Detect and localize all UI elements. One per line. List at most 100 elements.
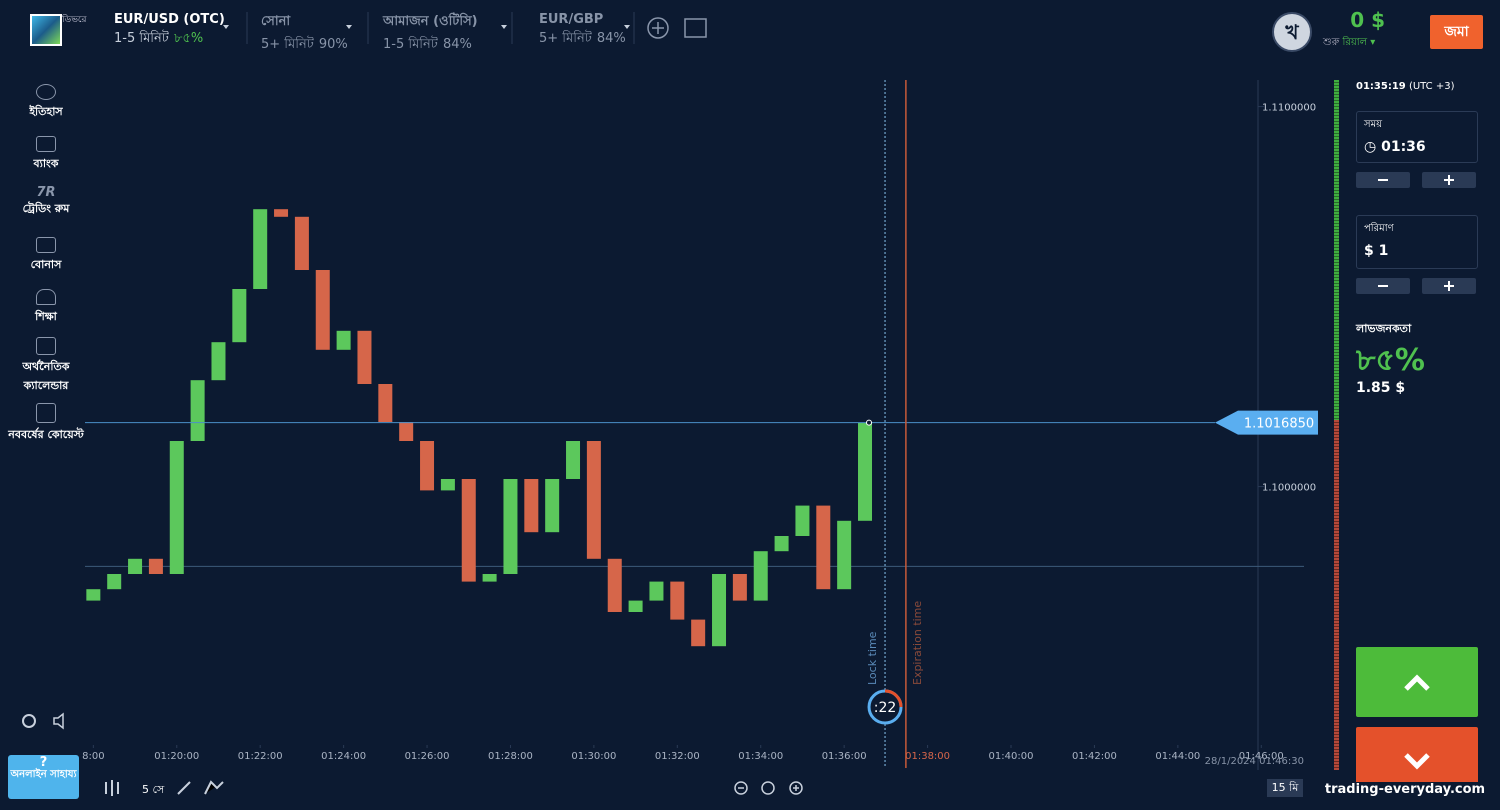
- price-label: 1.1016850: [1244, 417, 1314, 432]
- logo-text: ডিভরে: [62, 15, 87, 25]
- help-button[interactable]: ? অনলাইন সাহায্য: [8, 755, 79, 799]
- y-tick-label: 1.1000000: [1262, 483, 1316, 494]
- x-tick-label: 01:30:00: [571, 751, 616, 762]
- call-button[interactable]: [1356, 647, 1478, 717]
- asset-name: EUR/USD (OTC): [114, 12, 225, 27]
- candle: [691, 619, 706, 647]
- candle: [753, 551, 768, 601]
- chart: 1.1100000 1.1000000 8:00 01:20:00 01:22:00 01…: [82, 80, 1318, 770]
- asset-tab[interactable]: EUR/USD (OTC) 1-5 মিনিট ৮৫%: [114, 12, 225, 50]
- profit-percent: ৮৫%: [1356, 343, 1425, 378]
- watermark: trading-everyday.com: [1310, 782, 1500, 802]
- timer: :22: [874, 700, 897, 716]
- x-tick-label: 01:36:00: [822, 751, 867, 762]
- nav-item[interactable]: নববর্ষের কোয়েস্ট: [6, 403, 86, 445]
- nav-item[interactable]: অর্থনৈতিক ক্যালেন্ডার: [6, 337, 86, 396]
- zoom-tools[interactable]: [730, 777, 810, 799]
- candle: [128, 558, 143, 574]
- nav-label: ট্রেডিং রুম: [22, 202, 70, 215]
- x-tick-label: 01:22:00: [238, 751, 283, 762]
- x-tick-label: 01:42:00: [1072, 751, 1117, 762]
- chart-tools[interactable]: [100, 776, 230, 800]
- candle: [190, 380, 205, 441]
- lock-label: Lock time: [866, 631, 879, 685]
- amount-box[interactable]: পরিমাণ $ 1: [1356, 215, 1478, 269]
- y-tick-label: 1.1100000: [1262, 103, 1316, 114]
- asset-payout: 90%: [318, 37, 348, 52]
- nav-label: ব্যাংক: [33, 157, 59, 170]
- amount-label: পরিমাণ: [1364, 223, 1394, 234]
- clock-time: 01:35:19: [1356, 81, 1406, 92]
- candle: [294, 216, 309, 270]
- timezone: (UTC +3): [1408, 81, 1455, 92]
- x-tick-label: 01:32:00: [655, 751, 700, 762]
- x-tick-label: 01:46:00: [1239, 751, 1284, 762]
- candle: [586, 441, 601, 559]
- price-tag: [1215, 410, 1318, 435]
- interval[interactable]: 5 সে: [142, 783, 165, 796]
- candle: [649, 581, 664, 601]
- last-point: [866, 419, 873, 426]
- candle: [357, 330, 372, 384]
- minus-button[interactable]: [1356, 278, 1410, 294]
- nav-item[interactable]: ব্যাংক: [6, 136, 86, 174]
- account[interactable]: শুরু রিয়াল ▾: [1323, 35, 1375, 52]
- sentiment-up: [1334, 80, 1339, 420]
- asset-tab[interactable]: সোনা 5+ মিনিট 90%: [261, 12, 348, 56]
- nav-label: বোনাস: [30, 258, 62, 271]
- candle: [211, 342, 226, 381]
- x-tick-label: 01:40:00: [989, 751, 1034, 762]
- candle: [816, 505, 831, 590]
- nav-item[interactable]: শিক্ষা: [6, 289, 86, 327]
- candle: [440, 479, 455, 491]
- candle: [628, 600, 643, 612]
- candle: [315, 270, 330, 350]
- candle: [795, 505, 810, 536]
- asset-payout: 84%: [596, 31, 626, 46]
- nav-label: অর্থনৈতিক ক্যালেন্ডার: [22, 360, 70, 392]
- logo[interactable]: [30, 14, 62, 46]
- header-icons: [223, 12, 707, 44]
- plus-button[interactable]: [1422, 172, 1476, 188]
- nav-item[interactable]: 7R ট্রেডিং রুম: [6, 185, 86, 219]
- candle: [732, 574, 747, 601]
- asset-name: আমাজন (ওটিসি): [383, 14, 478, 29]
- timer-arc: [884, 689, 903, 708]
- nav-label: নববর্ষের কোয়েস্ট: [8, 428, 84, 441]
- minus-button[interactable]: [1356, 172, 1410, 188]
- nav-icon: 7R: [36, 185, 56, 200]
- nav-item[interactable]: বোনাস: [6, 237, 86, 275]
- avatar[interactable]: খ: [1272, 12, 1312, 52]
- candle: [712, 574, 727, 647]
- candle: [774, 536, 789, 552]
- asset-tab[interactable]: আমাজন (ওটিসি) 1-5 মিনিট 84%: [383, 12, 478, 56]
- settings-icons[interactable]: [18, 710, 78, 732]
- plus-button[interactable]: [1422, 278, 1476, 294]
- timestamp: 28/1/2024 01:46:30: [1205, 756, 1304, 767]
- candle: [107, 574, 122, 590]
- help-icon: ?: [39, 755, 48, 770]
- candle: [169, 441, 184, 574]
- x-tick-label: 01:44:00: [1155, 751, 1200, 762]
- asset-time: 5+ মিনিট: [539, 31, 592, 46]
- nav-item[interactable]: ইতিহাস: [6, 84, 86, 122]
- profit-amount: 1.85 $: [1356, 380, 1406, 396]
- x-tick-label: 01:28:00: [488, 751, 533, 762]
- asset-tab[interactable]: EUR/GBP 5+ মিনিট 84%: [539, 12, 626, 50]
- candle: [378, 384, 393, 422]
- time-box[interactable]: সময় ◷ 01:36: [1356, 111, 1478, 163]
- candle: [607, 558, 622, 612]
- candle: [837, 520, 852, 590]
- deposit-button[interactable]: জমা: [1430, 15, 1483, 49]
- help-label: অনলাইন সাহায্য: [10, 769, 77, 780]
- candle: [503, 479, 518, 574]
- nav-label: শিক্ষা: [35, 310, 57, 323]
- candle: [420, 441, 435, 491]
- timeframe[interactable]: 15 মি: [1267, 779, 1303, 797]
- candle: [86, 589, 101, 601]
- x-tick-label: 01:34:00: [738, 751, 783, 762]
- asset-name: সোনা: [261, 14, 291, 29]
- balance: 0 $: [1350, 8, 1385, 32]
- candle: [545, 479, 560, 533]
